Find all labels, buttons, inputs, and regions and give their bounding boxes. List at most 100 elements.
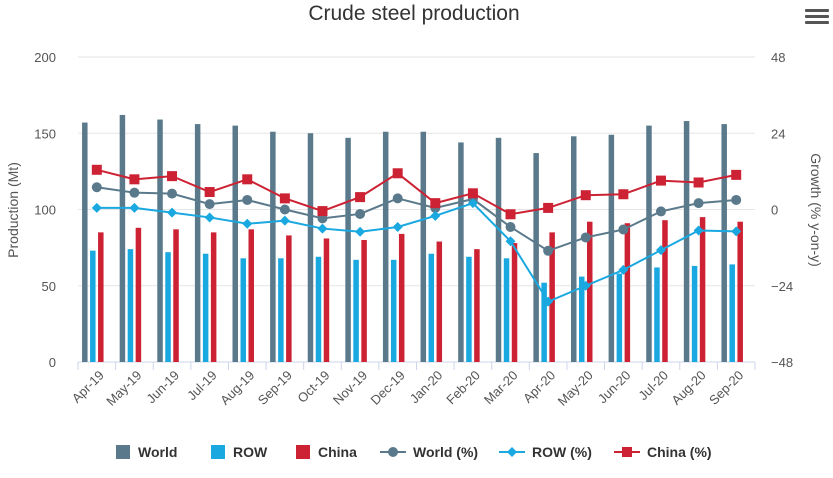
- line-point: [618, 264, 629, 275]
- series-line: [96, 168, 737, 216]
- x-tick-label: Jun-20: [595, 368, 634, 407]
- series-line: [96, 186, 737, 252]
- line-point: [392, 221, 403, 232]
- line-point: [392, 193, 403, 204]
- line-point: [355, 226, 366, 237]
- legend-item: ROW: [211, 444, 268, 460]
- line-point: [543, 245, 554, 256]
- line-point: [242, 218, 253, 229]
- legend-item: World: [116, 444, 177, 460]
- y-left-tick-label: 100: [34, 203, 56, 218]
- legend-label: China: [318, 444, 357, 460]
- legend-symbol: [116, 445, 130, 459]
- bar: [232, 125, 238, 362]
- bar: [278, 258, 284, 362]
- bar: [654, 267, 660, 362]
- bar: [286, 235, 292, 362]
- line-point: [279, 193, 290, 204]
- y-left-tick-label: 200: [34, 50, 56, 65]
- legend-symbol: [211, 445, 225, 459]
- bar: [737, 221, 743, 362]
- line-point: [505, 209, 516, 220]
- line-point: [693, 177, 704, 188]
- line-point: [279, 215, 290, 226]
- legend-label: ROW: [233, 444, 268, 460]
- bar: [587, 221, 593, 362]
- line-point: [355, 208, 366, 219]
- line-point: [129, 174, 140, 185]
- line-point: [392, 168, 403, 179]
- line-point: [355, 192, 366, 203]
- x-tick-label: Apr-19: [69, 368, 107, 406]
- bar: [307, 133, 314, 362]
- line-point: [430, 198, 441, 209]
- x-tick-label: Oct-19: [294, 368, 332, 406]
- legend-label: World (%): [413, 444, 478, 460]
- x-tick-label: Sep-19: [255, 368, 295, 408]
- bar: [624, 223, 631, 362]
- bar: [533, 153, 539, 362]
- bar: [390, 259, 397, 362]
- bar: [353, 259, 359, 362]
- line-point: [655, 206, 666, 217]
- line-point: [430, 210, 441, 221]
- bar: [240, 258, 246, 362]
- x-tick-label: Mar-20: [481, 368, 521, 408]
- y-right-tick-label: 48: [771, 50, 785, 65]
- x-tick-label: Aug-20: [668, 368, 708, 408]
- line-point: [580, 232, 591, 243]
- legend-symbol: [507, 447, 517, 457]
- bar: [127, 249, 134, 362]
- line-point: [731, 194, 742, 205]
- line-series-china-pct: [91, 164, 742, 220]
- line-series-row-pct: [91, 198, 742, 307]
- bar: [420, 131, 427, 362]
- x-tick-label: Aug-19: [217, 368, 257, 408]
- line-point: [317, 223, 328, 234]
- bar: [511, 243, 518, 362]
- line-point: [580, 190, 591, 201]
- legend-symbol: [388, 447, 398, 457]
- y-right-tick-label: −48: [771, 355, 793, 370]
- bar: [474, 249, 480, 362]
- line-point: [467, 198, 478, 209]
- line-point: [693, 225, 704, 236]
- legend-item: ROW (%): [499, 444, 592, 460]
- y-right-tick-label: 24: [771, 126, 785, 141]
- line-point: [693, 198, 704, 209]
- bar: [699, 217, 706, 362]
- hamburger-menu-icon[interactable]: [805, 6, 829, 28]
- bar: [90, 250, 96, 362]
- bar: [361, 240, 367, 362]
- line-point: [129, 187, 140, 198]
- bar: [315, 256, 322, 362]
- x-tick-label: Jan-20: [407, 368, 446, 407]
- legend-label: World: [138, 444, 177, 460]
- bar: [729, 264, 735, 362]
- bar: [466, 256, 472, 362]
- bar: [683, 121, 690, 362]
- bar: [458, 142, 464, 362]
- bar: [345, 137, 351, 362]
- legend-label: China (%): [647, 444, 712, 460]
- bar-series-row: [90, 249, 735, 362]
- legend-item: World (%): [380, 444, 478, 460]
- bar: [248, 229, 254, 362]
- x-tick-label: Nov-19: [330, 368, 370, 408]
- line-point: [279, 204, 290, 215]
- y-right-tick-label: −24: [771, 279, 793, 294]
- line-point: [618, 189, 629, 200]
- bar: [157, 119, 163, 363]
- x-tick-label: Feb-20: [443, 368, 483, 408]
- bar: [119, 114, 126, 362]
- bar: [541, 282, 547, 362]
- gridlines: [78, 56, 755, 287]
- line-point: [731, 226, 742, 237]
- legend-item: China: [296, 444, 357, 460]
- y-right-tick-label: 0: [771, 203, 778, 218]
- y-left-tick-label: 50: [42, 279, 56, 294]
- x-tick-label: Jul-19: [184, 368, 220, 404]
- bar: [428, 253, 435, 362]
